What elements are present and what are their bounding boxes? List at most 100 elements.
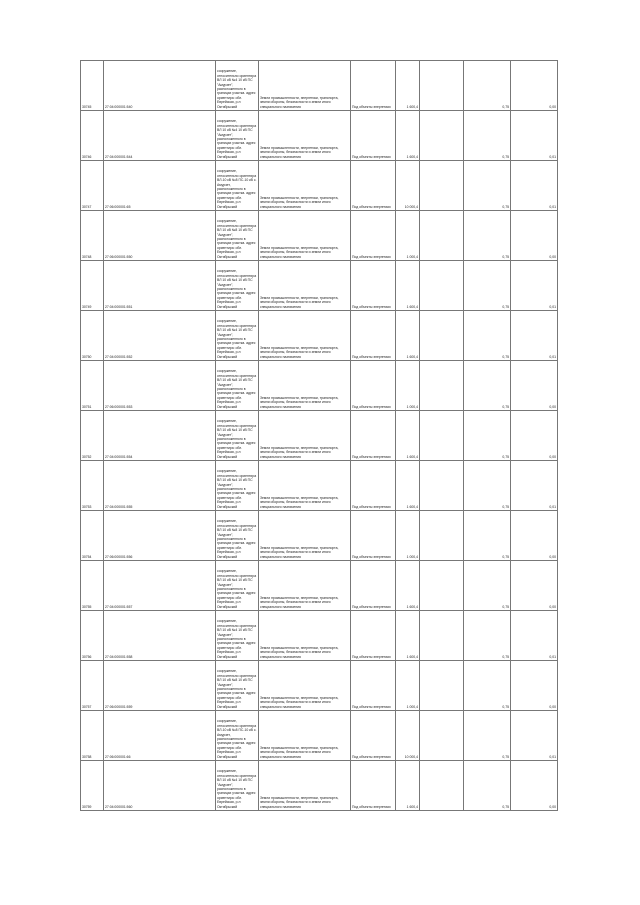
location-description: сооружение, относительно ориентира ВЛ 10… xyxy=(215,260,259,311)
empty-cell xyxy=(419,60,464,111)
rate: 0,75 xyxy=(463,360,511,411)
row-id: 30747 xyxy=(80,160,104,211)
tax-amount: 0,00 xyxy=(510,360,558,411)
rate: 0,75 xyxy=(463,710,511,761)
table-row: 30756 27:04:000001:558 сооружение, относит… xyxy=(80,610,558,661)
table-row: 30749 27:04:000001:551 сооружение, относит… xyxy=(80,260,558,311)
land-category: Земли промышленности, энергетики, трансп… xyxy=(258,760,351,811)
land-category: Земли промышленности, энергетики, трансп… xyxy=(258,660,351,711)
cadastral-number: 27:04:000001:557 xyxy=(103,560,216,611)
land-category: Земли промышленности, энергетики, трансп… xyxy=(258,410,351,461)
area: 1 000,4 xyxy=(395,660,420,711)
table-row: 30757 27:06:000001:559 сооружение, относит… xyxy=(80,660,558,711)
rate: 0,75 xyxy=(463,760,511,811)
land-plot-table: 30745 27:04:000001:540 сооружение, относит… xyxy=(80,60,558,811)
empty-cell xyxy=(419,610,464,661)
permitted-use: Под объекты энергетики xyxy=(350,260,396,311)
land-category: Земли промышленности, энергетики, трансп… xyxy=(258,210,351,261)
cadastral-number: 27:04:000001:554 xyxy=(103,410,216,461)
row-id: 30749 xyxy=(80,260,104,311)
area: 1 600,4 xyxy=(395,260,420,311)
area: 10 000,4 xyxy=(395,710,420,761)
table-row: 30745 27:04:000001:540 сооружение, относит… xyxy=(80,60,558,111)
rate: 0,75 xyxy=(463,610,511,661)
row-id: 30756 xyxy=(80,610,104,661)
tax-amount: 0,01 xyxy=(510,460,558,511)
tax-amount: 0,01 xyxy=(510,610,558,661)
table-row: 30754 27:06:000001:556 сооружение, относит… xyxy=(80,510,558,561)
area: 1 000,4 xyxy=(395,360,420,411)
empty-cell xyxy=(419,760,464,811)
location-description: сооружение, относительно ориентира ВЛ-10… xyxy=(215,160,259,211)
row-id: 30755 xyxy=(80,560,104,611)
permitted-use: Под объекты энергетики xyxy=(350,310,396,361)
row-id: 30748 xyxy=(80,210,104,261)
row-id: 30750 xyxy=(80,310,104,361)
permitted-use: Под объекты энергетики xyxy=(350,360,396,411)
cadastral-number: 27:04:000001:544 xyxy=(103,110,216,161)
location-description: сооружение, относительно ориентира ВЛ 10… xyxy=(215,110,259,161)
empty-cell xyxy=(419,460,464,511)
area: 1 000,4 xyxy=(395,210,420,261)
cadastral-number: 27:06:000001:550 xyxy=(103,210,216,261)
permitted-use: Под объекты энергетики xyxy=(350,110,396,161)
location-description: сооружение, относительно ориентира ВЛ 10… xyxy=(215,410,259,461)
table-row: 30751 27:06:000001:553 сооружение, относит… xyxy=(80,360,558,411)
cadastral-number: 27:06:000001:553 xyxy=(103,360,216,411)
rate: 0,75 xyxy=(463,660,511,711)
location-description: сооружение, относительно ориентира ВЛ 10… xyxy=(215,760,259,811)
rate: 0,75 xyxy=(463,210,511,261)
location-description: сооружение, относительно ориентира ВЛ 10… xyxy=(215,560,259,611)
area: 1 600,4 xyxy=(395,460,420,511)
permitted-use: Под объекты энергетики xyxy=(350,610,396,661)
row-id: 30758 xyxy=(80,710,104,761)
area: 1 600,4 xyxy=(395,610,420,661)
row-id: 30752 xyxy=(80,410,104,461)
row-id: 30745 xyxy=(80,60,104,111)
permitted-use: Под объекты энергетики xyxy=(350,660,396,711)
location-description: сооружение, относительно ориентира ВЛ-10… xyxy=(215,710,259,761)
empty-cell xyxy=(419,260,464,311)
land-category: Земли промышленности, энергетики, трансп… xyxy=(258,260,351,311)
empty-cell xyxy=(419,160,464,211)
land-category: Земли промышленности, энергетики, трансп… xyxy=(258,310,351,361)
land-category: Земли промышленности, энергетики, трансп… xyxy=(258,710,351,761)
rate: 0,75 xyxy=(463,560,511,611)
tax-amount: 0,01 xyxy=(510,310,558,361)
permitted-use: Под объекты энергетики xyxy=(350,710,396,761)
tax-amount: 0,00 xyxy=(510,410,558,461)
permitted-use: Под объекты энергетики xyxy=(350,560,396,611)
rate: 0,75 xyxy=(463,460,511,511)
land-category: Земли промышленности, энергетики, трансп… xyxy=(258,560,351,611)
empty-cell xyxy=(419,660,464,711)
empty-cell xyxy=(419,410,464,461)
rate: 0,75 xyxy=(463,110,511,161)
cadastral-number: 27:04:000001:552 xyxy=(103,310,216,361)
location-description: сооружение, относительно ориентира ВЛ 10… xyxy=(215,460,259,511)
permitted-use: Под объекты энергетики xyxy=(350,760,396,811)
area: 1 600,4 xyxy=(395,560,420,611)
tax-amount: 0,00 xyxy=(510,560,558,611)
permitted-use: Под объекты энергетики xyxy=(350,460,396,511)
cadastral-number: 27:06:000001:65 xyxy=(103,160,216,211)
tax-amount: 0,00 xyxy=(510,210,558,261)
area: 1 600,4 xyxy=(395,760,420,811)
row-id: 30757 xyxy=(80,660,104,711)
location-description: сооружение, относительно ориентира ВЛ 10… xyxy=(215,510,259,561)
table-row: 30759 27:04:000001:560 сооружение, относит… xyxy=(80,760,558,811)
table-row: 30747 27:06:000001:65 сооружение, относите… xyxy=(80,160,558,211)
cadastral-number: 27:06:000001:559 xyxy=(103,660,216,711)
location-description: сооружение, относительно ориентира ВЛ 10… xyxy=(215,360,259,411)
land-category: Земли промышленности, энергетики, трансп… xyxy=(258,610,351,661)
land-category: Земли промышленности, энергетики, трансп… xyxy=(258,160,351,211)
tax-amount: 0,00 xyxy=(510,660,558,711)
cadastral-number: 27:06:000001:556 xyxy=(103,510,216,561)
area: 1 600,4 xyxy=(395,410,420,461)
cadastral-number: 27:04:000001:560 xyxy=(103,760,216,811)
land-category: Земли промышленности, энергетики, трансп… xyxy=(258,110,351,161)
area: 1 600,4 xyxy=(395,60,420,111)
cadastral-number: 27:06:000001:66 xyxy=(103,710,216,761)
tax-amount: 0,01 xyxy=(510,110,558,161)
rate: 0,75 xyxy=(463,60,511,111)
